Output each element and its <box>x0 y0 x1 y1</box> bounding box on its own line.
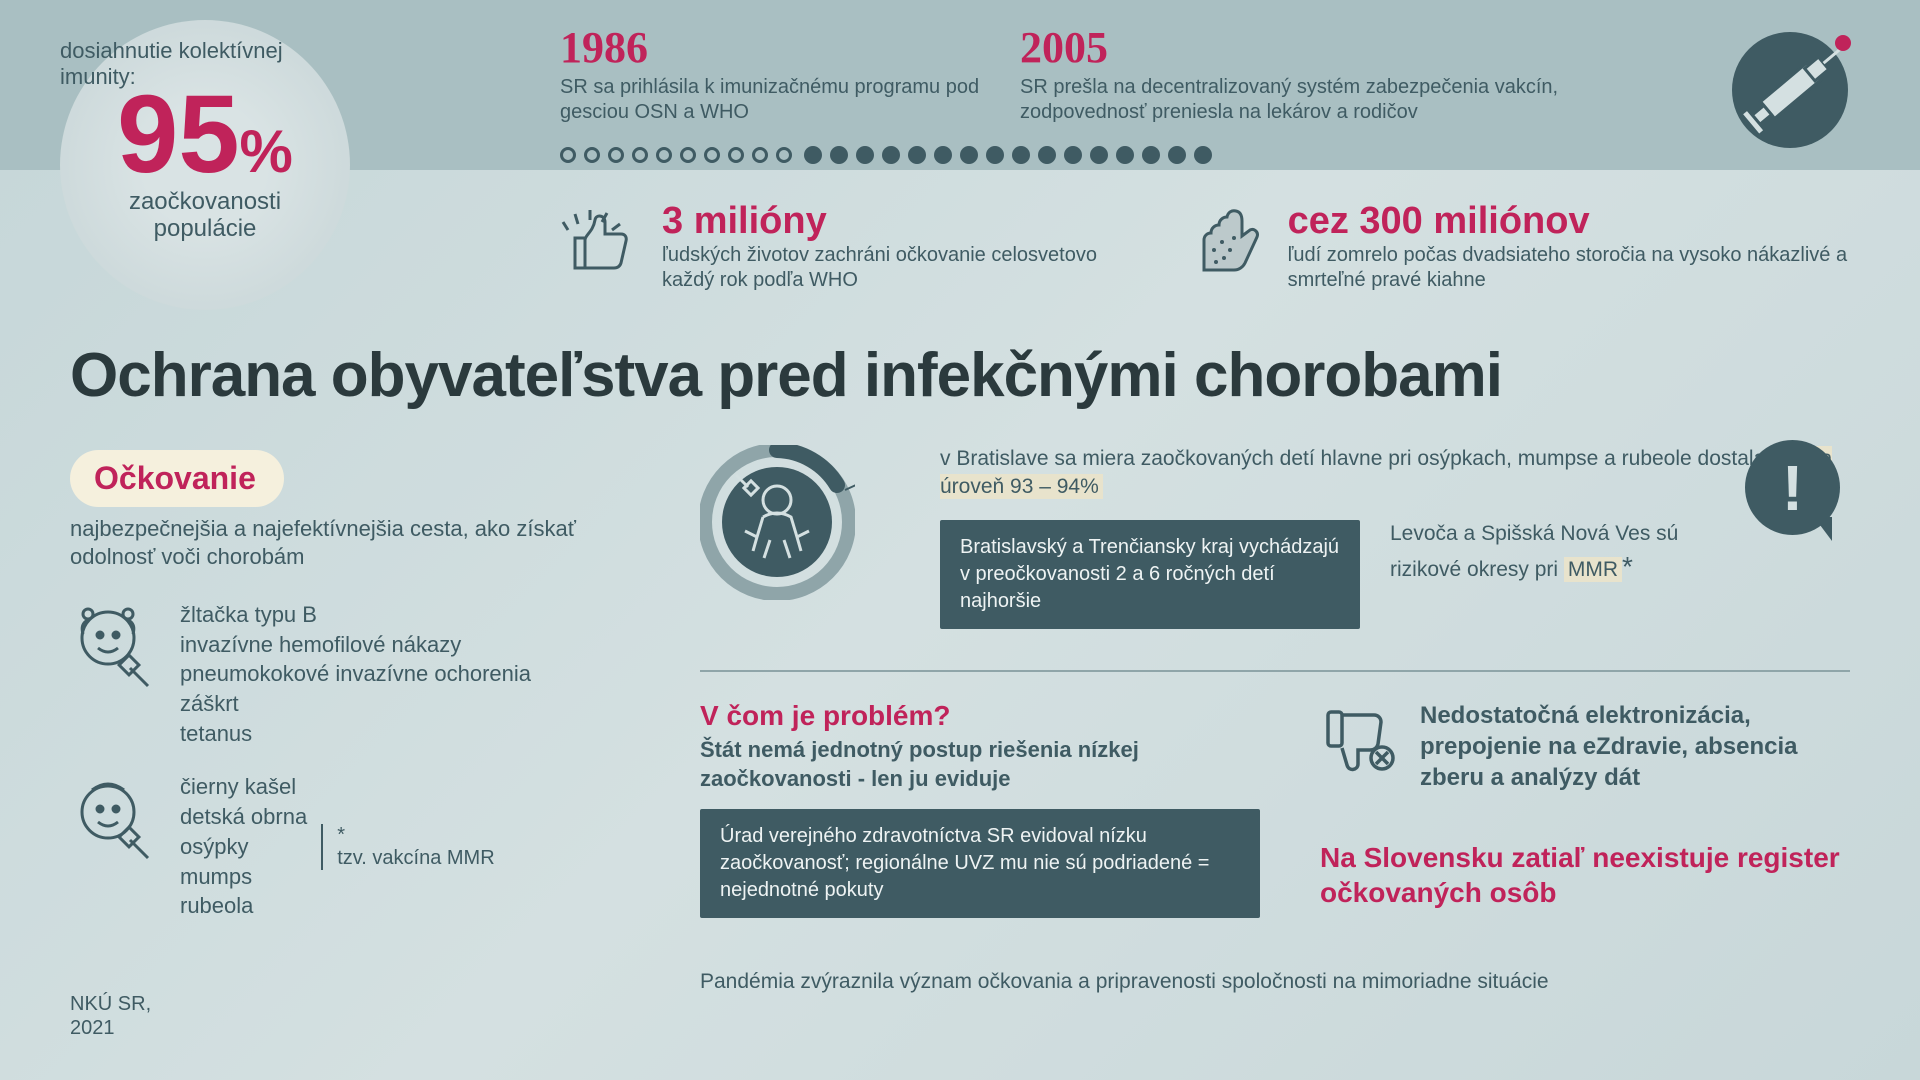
mmr-star: * <box>337 824 345 846</box>
stat-3million: 3 milióny ľudských životov zachráni očko… <box>560 200 1136 293</box>
vacc-heading: Očkovanie <box>80 460 256 497</box>
boy-syringe-icon <box>70 772 160 862</box>
year-2005: 2005 <box>1020 22 1660 73</box>
right-problem-text: Nedostatočná elektronizácia, prepojenie … <box>1420 700 1850 794</box>
source-label: NKÚ SR,2021 <box>70 992 151 1040</box>
desc-1986: SR sa prihlásila k imunizačnému programu… <box>560 75 980 125</box>
pox-hand-icon <box>1186 200 1266 280</box>
circle-sub1: zaočkovanosti <box>129 188 281 215</box>
exclamation-icon: ! <box>1782 451 1803 525</box>
register-text: Na Slovensku zatiaľ neexistuje register … <box>1320 840 1850 910</box>
thumbsdown-icon <box>1320 700 1400 780</box>
disease-list-2: čierny kašeldetská obrnaosýpkymumpsrubeo… <box>180 772 307 920</box>
vacc-sub: najbezpečnejšia a najefektívnejšia cesta… <box>70 515 620 570</box>
circle-sub2: populácie <box>154 215 257 242</box>
timeline: 1986 SR sa prihlásila k imunizačnému pro… <box>560 22 1660 167</box>
problem-sub: Štát nemá jednotný postup riešenia nízke… <box>700 736 1260 793</box>
mmr-note: * tzv. vakcína MMR <box>321 824 494 870</box>
disease-group-2: čierny kašeldetská obrnaosýpkymumpsrubeo… <box>70 772 620 920</box>
main-title: Ochrana obyvateľstva pred infekčnými cho… <box>70 340 1502 411</box>
timeline-1986: 1986 SR sa prihlásila k imunizačnému pro… <box>560 22 980 125</box>
divider <box>700 670 1850 672</box>
left-column: Očkovanie najbezpečnejšia a najefektívne… <box>70 450 620 945</box>
disease-list-1: žltačka typu Binvazívne hemofilové nákaz… <box>180 600 531 748</box>
disease-group-1: žltačka typu Binvazívne hemofilové nákaz… <box>70 600 620 748</box>
pct-number: 95 <box>117 88 239 182</box>
immunity-circle: dosiahnutie kolektívnej imunity: 95% zao… <box>60 20 350 310</box>
bratislava-box: Bratislavský a Trenčiansky kraj vychádza… <box>940 520 1360 629</box>
alert-bubble-icon: ! <box>1745 440 1840 535</box>
problem-box: Úrad verejného zdravotníctva SR evidoval… <box>700 809 1260 918</box>
baby-vaccine-icon <box>700 445 855 600</box>
levoca-star: * <box>1622 551 1633 582</box>
problem-title: V čom je problém? <box>700 700 1260 732</box>
timeline-2005: 2005 SR prešla na decentralizovaný systé… <box>1020 22 1660 125</box>
levoca-a: Levoča a Spišská Nová Ves sú rizikové ok… <box>1390 522 1678 581</box>
timeline-dots <box>560 143 1660 167</box>
vaccination-pill: Očkovanie <box>70 450 284 507</box>
levoca-text: Levoča a Spišská Nová Ves sú rizikové ok… <box>1390 520 1710 586</box>
stat2-head: cez 300 miliónov <box>1288 200 1860 243</box>
circle-arc-text: dosiahnutie kolektívnej imunity: <box>60 38 350 90</box>
problem-section: V čom je problém? Štát nemá jednotný pos… <box>700 700 1260 918</box>
year-1986: 1986 <box>560 22 980 73</box>
levoca-hl: MMR <box>1564 557 1622 582</box>
pct-sign: % <box>240 126 293 177</box>
syringe-icon <box>1715 25 1865 155</box>
stat-300million: cez 300 miliónov ľudí zomrelo počas dvad… <box>1186 200 1860 293</box>
thumbsup-icon <box>560 200 640 280</box>
circle-value: 95% <box>117 88 293 182</box>
bratislava-text: v Bratislave sa miera zaočkovaných detí … <box>940 445 1850 502</box>
circle-sub: zaočkovanosti populácie <box>129 189 281 242</box>
br-line1: v Bratislave sa miera zaočkovaných detí … <box>940 447 1805 470</box>
desc-2005: SR prešla na decentralizovaný systém zab… <box>1020 75 1660 125</box>
girl-syringe-icon <box>70 600 160 690</box>
right-problem: Nedostatočná elektronizácia, prepojenie … <box>1320 700 1850 794</box>
stat2-text: ľudí zomrelo počas dvadsiateho storočia … <box>1288 243 1860 293</box>
stat1-text: ľudských životov zachráni očkovanie celo… <box>662 243 1136 293</box>
footer-text: Pandémia zvýraznila význam očkovania a p… <box>700 970 1549 994</box>
bratislava-block: v Bratislave sa miera zaočkovaných detí … <box>940 445 1850 629</box>
stats-row: 3 milióny ľudských životov zachráni očko… <box>560 200 1860 293</box>
stat1-head: 3 milióny <box>662 200 1136 243</box>
mmr-text: tzv. vakcína MMR <box>337 847 494 869</box>
